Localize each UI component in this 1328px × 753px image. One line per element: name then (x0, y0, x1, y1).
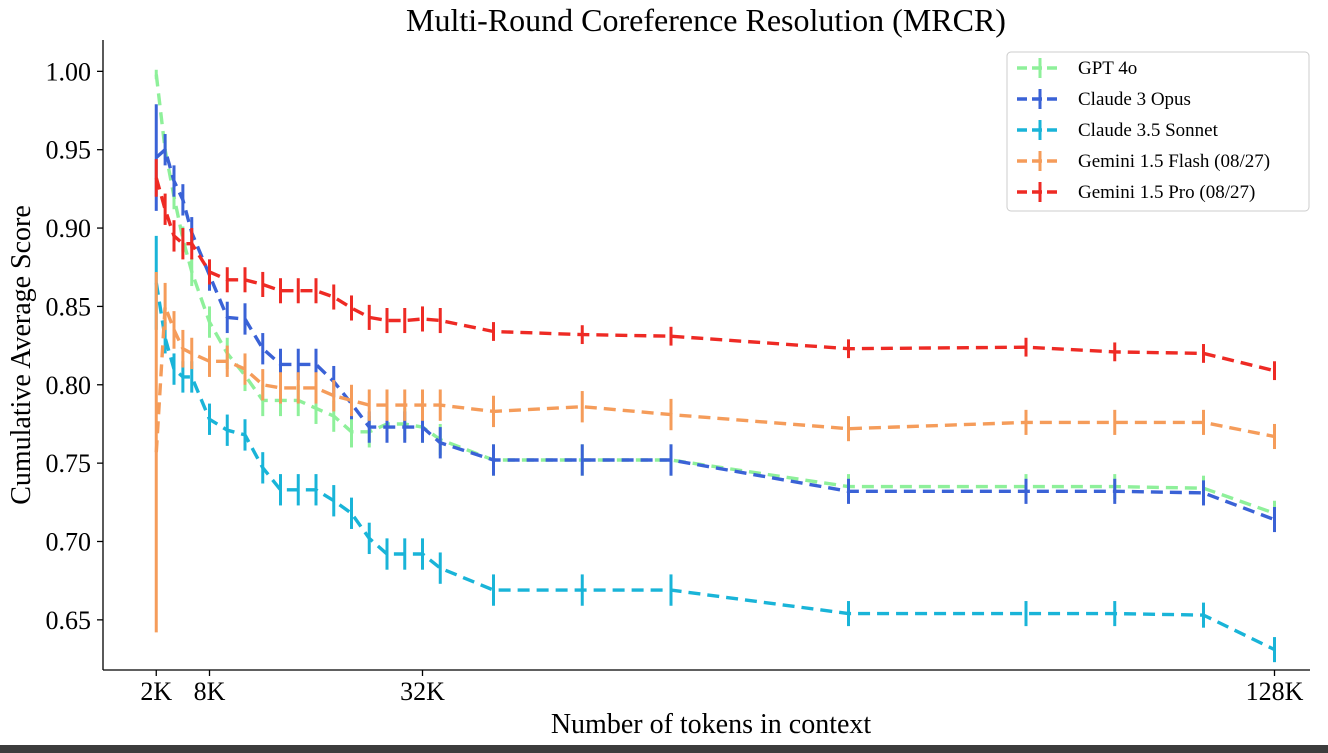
legend-label: Gemini 1.5 Pro (08/27) (1078, 182, 1255, 203)
y-tick-label: 0.80 (46, 371, 92, 400)
legend-label: Claude 3 Opus (1078, 89, 1191, 110)
legend-entry: GPT 4o (1017, 58, 1137, 79)
series-layer (154, 69, 1276, 663)
bottom-bar (0, 745, 1328, 753)
axes (102, 40, 1310, 671)
series-line (154, 177, 1275, 373)
series-line (154, 304, 1275, 453)
y-tick-label: 0.75 (46, 449, 92, 478)
x-tick-label: 2K (140, 677, 172, 706)
legend-entry: Gemini 1.5 Flash (08/27) (1017, 151, 1270, 172)
legend-entry: Claude 3 Opus (1017, 89, 1191, 110)
legend: GPT 4o Claude 3 Opus Claude 3.5 Sonnet Gemi… (1006, 51, 1310, 212)
x-tick-label: 32K (400, 677, 445, 706)
chart-title: Multi-Round Coreference Resolution (MRCR… (406, 2, 1006, 38)
legend-label: Claude 3.5 Sonnet (1078, 120, 1219, 141)
series-4 (154, 159, 1276, 381)
y-axis-label: Cumulative Average Score (6, 205, 37, 505)
y-ticks: 0.65 0.70 0.75 0.80 0.85 0.90 0.95 1.00 (46, 57, 103, 635)
y-tick-label: 0.90 (46, 214, 92, 243)
y-tick-label: 0.65 (46, 606, 92, 635)
y-tick-label: 0.95 (46, 136, 92, 165)
series-3 (154, 271, 1276, 633)
legend-entry: Gemini 1.5 Pro (08/27) (1017, 182, 1255, 203)
x-tick-label: 8K (194, 677, 226, 706)
legend-entry: Claude 3.5 Sonnet (1017, 120, 1219, 141)
series-line (154, 282, 1276, 652)
x-ticks: 2K 8K 32K 128K (140, 670, 1304, 706)
y-tick-label: 0.85 (46, 292, 92, 321)
y-tick-label: 1.00 (46, 57, 92, 86)
series-line (155, 147, 1276, 522)
legend-label: Gemini 1.5 Flash (08/27) (1078, 151, 1270, 172)
legend-label: GPT 4o (1078, 58, 1137, 79)
legend-box (1006, 51, 1310, 212)
x-axis-label: Number of tokens in context (551, 709, 872, 740)
x-tick-label: 128K (1246, 677, 1304, 706)
series-2 (154, 235, 1276, 663)
y-tick-label: 0.70 (46, 527, 92, 556)
